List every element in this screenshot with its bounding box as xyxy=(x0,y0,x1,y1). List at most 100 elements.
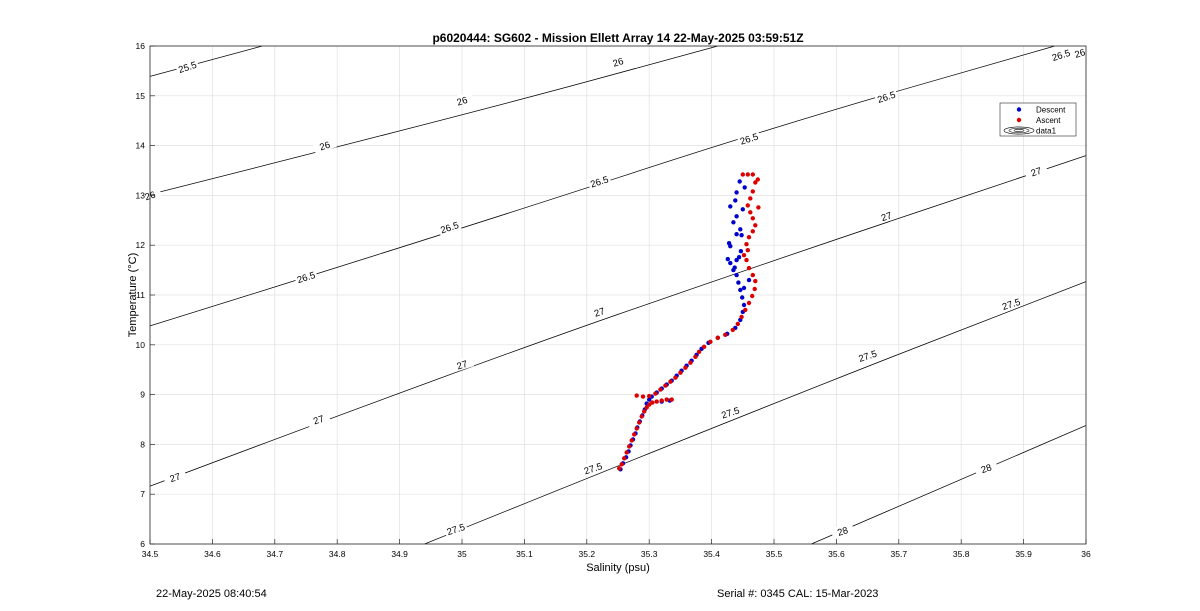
grid-lines xyxy=(149,45,1087,545)
x-tick-label: 35.6 xyxy=(828,549,845,559)
x-tick-label: 35.5 xyxy=(766,549,783,559)
x-axis-ticks: 34.5 34.6 34.7 34.8 34.9 35 35.1 35.2 35.3 35.4 35… xyxy=(142,539,1091,559)
contour-label-text: 26 xyxy=(1073,47,1086,61)
x-tick-label: 34.7 xyxy=(267,549,284,559)
descent-point xyxy=(739,233,744,238)
contour-label: 28 xyxy=(830,521,855,540)
contour-label-text: 26 xyxy=(612,56,625,70)
contour-label-bg xyxy=(605,52,631,71)
y-tick-label: 11 xyxy=(136,290,145,300)
ascent-point xyxy=(730,327,735,333)
density-contour-line xyxy=(150,46,263,77)
ascent-point xyxy=(622,456,627,461)
ascent-point xyxy=(637,420,642,425)
ascent-point xyxy=(750,216,755,221)
legend-ascent-marker xyxy=(1016,117,1022,123)
x-tick-label: 35.3 xyxy=(641,549,658,559)
contour-label: 27 xyxy=(306,410,331,428)
ascent-point xyxy=(744,242,749,247)
contour-label-bg xyxy=(312,136,337,154)
contour-label: 26.5 xyxy=(293,267,319,286)
descent-point xyxy=(734,257,739,263)
legend-descent-marker xyxy=(1016,107,1022,112)
contour-label-text: 27.5 xyxy=(446,522,467,538)
ascent-point xyxy=(715,335,720,340)
ascent-point xyxy=(750,189,755,194)
descent-point xyxy=(740,207,745,212)
contour-label: 27 xyxy=(1023,162,1049,180)
ascent-point xyxy=(723,332,728,337)
descent-point xyxy=(741,302,747,308)
density-contour-line xyxy=(811,425,1086,544)
ascent-point xyxy=(617,466,622,471)
y-axis-label: Temperature (°C) xyxy=(127,253,139,337)
contour-label-bg xyxy=(1048,45,1074,64)
chart-title: p6020444: SG602 - Mission Ellett Array 1… xyxy=(432,31,803,45)
ascent-point xyxy=(664,397,669,402)
contour-label-bg xyxy=(873,87,899,105)
contour-label-bg xyxy=(586,302,612,321)
contour-label: 26.5 xyxy=(873,87,899,106)
ascent-point xyxy=(748,196,753,201)
legend: Descent Ascent data1 xyxy=(999,102,1077,137)
ascent-point xyxy=(642,409,647,414)
contour-label: 26 xyxy=(605,52,631,71)
footer-timestamp: 22-May-2025 08:40:54 xyxy=(156,588,267,600)
ascent-point xyxy=(654,399,659,404)
y-tick-label: 10 xyxy=(136,340,146,350)
ascent-point xyxy=(634,393,639,398)
ascent-point xyxy=(650,400,655,405)
ascent-point xyxy=(750,293,755,299)
descent-point xyxy=(734,214,739,219)
contour-label-text: 27.5 xyxy=(720,405,741,421)
descent-point xyxy=(726,241,732,246)
x-tick-label: 34.9 xyxy=(391,549,408,559)
contour-label-bg xyxy=(830,521,855,540)
ascent-point xyxy=(745,203,750,208)
contour-label-bg xyxy=(580,459,606,477)
contour-label-text: 27 xyxy=(169,471,182,485)
density-contour-line xyxy=(150,46,718,195)
x-tick-label: 35 xyxy=(457,549,467,559)
contour-label-text: 25.5 xyxy=(177,60,198,76)
contour-label-bg xyxy=(306,410,331,428)
contour-label: 25.5 xyxy=(175,57,200,76)
contour-label: 27 xyxy=(586,302,612,321)
contour-label-text: 27 xyxy=(593,306,606,320)
ascent-point xyxy=(701,344,707,349)
contour-label-text: 27.5 xyxy=(857,349,878,365)
contour-label-bg xyxy=(586,172,612,190)
contour-label-text: 27 xyxy=(1030,166,1043,180)
descent-point xyxy=(734,272,739,278)
contour-label-text: 27 xyxy=(456,359,469,373)
descent-point xyxy=(731,220,736,225)
descent-point xyxy=(737,179,742,184)
ascent-point xyxy=(756,205,761,210)
descent-point xyxy=(734,232,739,237)
ascent-point xyxy=(748,210,753,215)
legend-data1-label: data1 xyxy=(1036,127,1057,136)
contour-label: 26 xyxy=(449,91,475,109)
contour-label-bg xyxy=(162,468,188,486)
ascent-point xyxy=(755,177,760,182)
legend-descent-label: Descent xyxy=(1036,106,1066,115)
contour-label-text: 27.5 xyxy=(1001,297,1022,313)
contour-label-text: 26 xyxy=(456,95,469,109)
legend-ascent-label: Ascent xyxy=(1036,116,1061,125)
ascent-point xyxy=(753,180,758,185)
ascent-point xyxy=(740,172,745,177)
contour-label-text: 26.5 xyxy=(589,174,610,190)
ascent-point xyxy=(634,426,639,431)
ascent-point xyxy=(653,391,658,396)
contour-label: 26.5 xyxy=(1048,45,1074,64)
y-tick-label: 6 xyxy=(140,539,145,549)
contour-label-bg xyxy=(449,91,475,109)
contour-label-bg xyxy=(437,218,462,236)
contour-label-bg xyxy=(443,519,468,538)
ascent-point xyxy=(735,321,740,327)
contour-label-text: 26 xyxy=(318,140,331,154)
ascent-point xyxy=(627,444,632,449)
ascent-point xyxy=(658,387,663,392)
y-tick-label: 12 xyxy=(136,240,146,250)
ascent-point xyxy=(683,365,688,370)
